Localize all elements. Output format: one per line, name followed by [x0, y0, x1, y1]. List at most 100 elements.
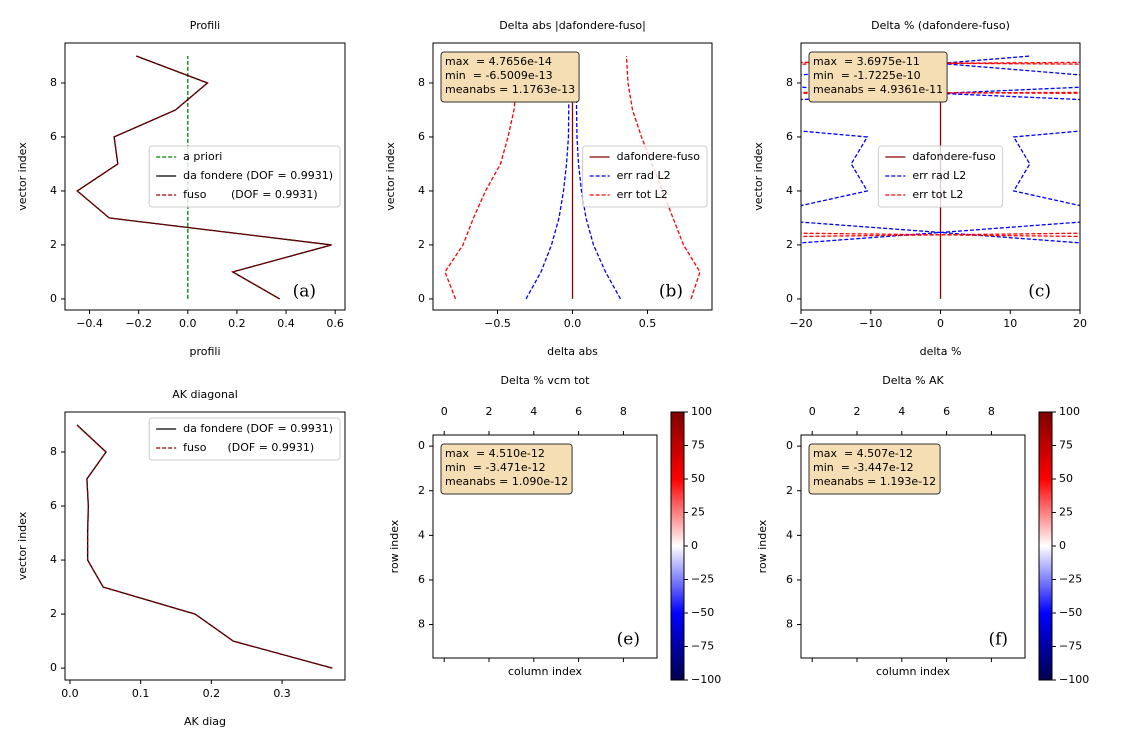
heatmap-cell: [957, 613, 981, 636]
legend: a priori da fondere (DOF = 0.9931) fuso (D…: [148, 145, 341, 208]
heatmap-cell: [567, 435, 590, 458]
colorbar-tick-label: −75: [691, 640, 714, 653]
heatmap-cell: [433, 591, 456, 614]
legend-label: err rad L2: [617, 169, 671, 182]
heatmap-cell: [801, 524, 824, 547]
y-tick-label: 8: [786, 618, 793, 631]
heatmap-cell: [545, 501, 568, 525]
x-tick-label: 0: [441, 405, 448, 418]
heatmap-cell: [1002, 568, 1025, 592]
x-tick-label: 0.0: [179, 317, 197, 330]
y-tick-label: 0: [50, 292, 57, 305]
heatmap-cell: [522, 501, 545, 525]
legend-label: dafondere-fuso: [617, 150, 701, 163]
y-tick-label: 2: [786, 238, 793, 251]
heatmap-cell: [634, 501, 657, 525]
chart-title: AK diagonal: [172, 388, 238, 401]
heatmap-cell: [612, 635, 635, 658]
heatmap-cell: [980, 479, 1003, 502]
heatmap-cell: [455, 591, 478, 614]
plot-frame: [64, 411, 346, 681]
x-tick-label: −0.4: [76, 317, 103, 330]
heatmap-cell: [589, 457, 613, 480]
colorbar-tick-label: 0: [691, 539, 698, 552]
colorbar-tick-label: 100: [691, 405, 712, 418]
x-axis-label: AK diag: [184, 715, 226, 728]
heatmap-cell: [1002, 524, 1025, 547]
y-tick-label: 4: [50, 553, 57, 566]
stats-text: min = -6.5009e-13: [445, 69, 553, 82]
stats-text: min = -1.7225e-10: [813, 69, 921, 82]
heatmap-cell: [500, 613, 523, 636]
heatmap-cell: [890, 635, 913, 658]
heatmap-cell: [980, 568, 1003, 592]
x-axis-label: delta abs: [547, 345, 598, 358]
heatmap-cell: [634, 435, 657, 458]
heatmap-cell: [567, 591, 590, 614]
x-tick-label: −20: [789, 317, 812, 330]
legend-frame: [148, 417, 341, 461]
heatmap-cell: [589, 524, 613, 547]
legend-label: err tot L2: [912, 188, 963, 201]
y-axis-label: vector index: [16, 511, 29, 580]
y-tick-label: 0: [418, 439, 425, 452]
heatmap-cell: [612, 501, 635, 525]
stats-text: meanabs = 1.193e-12: [813, 475, 936, 488]
heatmap-cell: [477, 546, 501, 569]
heatmap-cell: [612, 568, 635, 592]
x-tick-label: 8: [620, 405, 627, 418]
colorbar-tick-label: 75: [691, 439, 705, 452]
heatmap-cell: [477, 635, 501, 658]
y-tick-label: 0: [50, 661, 57, 674]
y-tick-label: 2: [418, 484, 425, 497]
heatmap-cell: [522, 546, 545, 569]
colorbar-tick-label: −100: [1059, 673, 1089, 686]
heatmap-cell: [823, 591, 846, 614]
heatmap-cell: [868, 568, 891, 592]
heatmap-cell: [957, 591, 981, 614]
stats-text: meanabs = 4.9361e-11: [813, 83, 943, 96]
heatmap-cell: [980, 501, 1003, 525]
heatmap-cell: [455, 635, 478, 658]
heatmap-cell: [589, 613, 613, 636]
x-tick-label: 10: [1003, 317, 1017, 330]
x-tick-label: 0.1: [132, 687, 150, 700]
legend-label: da fondere (DOF = 0.9931): [183, 169, 333, 182]
y-tick-label: 2: [50, 238, 57, 251]
heatmap-cell: [868, 613, 891, 636]
heatmap-cell: [545, 635, 568, 658]
heatmap-cell: [634, 457, 657, 480]
stats-text: meanabs = 1.1763e-13: [445, 83, 575, 96]
heatmap-cell: [612, 457, 635, 480]
heatmap-cell: [433, 501, 456, 525]
legend-frame: [148, 145, 341, 208]
heatmap-cell: [522, 613, 545, 636]
x-tick-label: −10: [859, 317, 882, 330]
heatmap-cell: [567, 479, 590, 502]
y-tick-label: 6: [418, 130, 425, 143]
stats-background: [440, 51, 580, 103]
x-tick-label: 0.0: [61, 687, 79, 700]
y-tick-label: 8: [418, 76, 425, 89]
panel-label: (b): [659, 282, 683, 302]
heatmap-cell: [801, 635, 824, 658]
legend-frame: [582, 145, 708, 208]
series-line: [76, 55, 332, 300]
colorbar-tick-label: 50: [1059, 472, 1073, 485]
heatmap-cell: [980, 613, 1003, 636]
heatmap-cell: [522, 524, 545, 547]
heatmap-cell: [935, 457, 958, 480]
heatmap-cell: [913, 613, 936, 636]
heatmap-cell: [500, 568, 523, 592]
heatmap-cell: [913, 568, 936, 592]
colorbar-tick-label: −50: [691, 606, 714, 619]
heatmap-cell: [589, 479, 613, 502]
heatmap-cell: [913, 501, 936, 525]
x-tick-label: 2: [486, 405, 493, 418]
y-axis-label: vector index: [16, 142, 29, 211]
heatmap-cell: [634, 568, 657, 592]
x-tick-label: 4: [530, 405, 537, 418]
heatmap-cell: [845, 591, 869, 614]
heatmap-cell: [845, 568, 869, 592]
heatmap-cell: [1002, 501, 1025, 525]
